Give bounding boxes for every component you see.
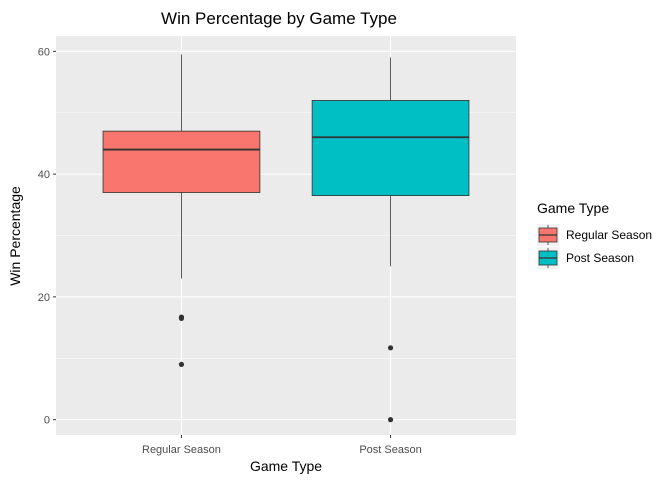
- outlier-point: [387, 417, 394, 423]
- legend-items: Regular Season Post Season: [537, 224, 652, 269]
- chart-title: Win Percentage by Game Type: [161, 9, 397, 28]
- box-post-season: [311, 57, 470, 423]
- boxes: [102, 54, 470, 423]
- legend-label: Regular Season: [566, 228, 652, 242]
- x-axis-title: Game Type: [250, 458, 322, 474]
- outlier-point: [178, 361, 185, 368]
- y-tick-label: 60: [38, 46, 50, 58]
- box-regular-season: [102, 54, 261, 368]
- x-tick-label: Post Season: [359, 444, 421, 456]
- box-iqr: [311, 100, 470, 197]
- plot-panel: [56, 36, 516, 435]
- legend-key: [537, 224, 559, 246]
- y-tick-label: 0: [44, 415, 50, 427]
- legend-label: Post Season: [566, 251, 634, 265]
- y-axis: 0 20 40 60: [38, 46, 56, 427]
- legend: Game Type Regular Season Post Season: [537, 200, 652, 269]
- x-tick-label: Regular Season: [142, 444, 221, 456]
- outlier-point: [178, 315, 185, 321]
- y-tick-label: 40: [38, 169, 50, 181]
- y-tick-label: 20: [38, 292, 50, 304]
- y-axis-title: Win Percentage: [7, 186, 23, 286]
- outlier-point: [387, 345, 394, 351]
- box-iqr: [102, 130, 261, 193]
- x-axis: Regular Season Post Season: [142, 435, 422, 456]
- legend-title: Game Type: [537, 200, 609, 216]
- legend-key: [537, 247, 559, 269]
